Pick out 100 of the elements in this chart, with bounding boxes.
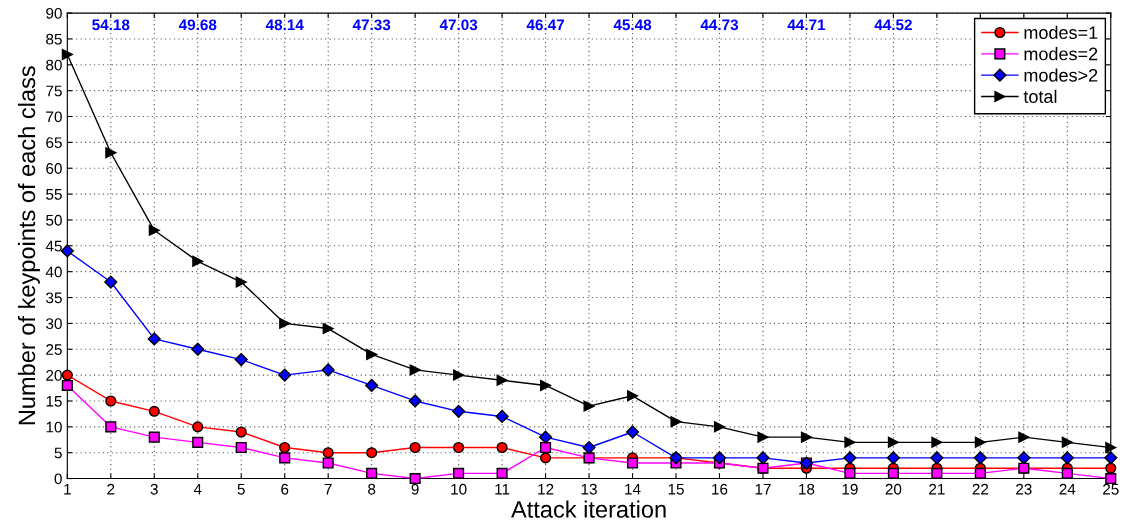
point: [61, 369, 73, 381]
point: [105, 395, 117, 407]
y-tick-label: 60: [46, 163, 62, 174]
point: [366, 348, 378, 360]
y-tick-label: 45: [45, 240, 62, 252]
point: [626, 457, 639, 469]
point: [496, 441, 508, 454]
point: [192, 255, 204, 267]
point: [626, 390, 639, 402]
y-axis-title: Number of keypoints of each class: [17, 66, 40, 425]
x-tick-label: 4: [193, 483, 202, 495]
x-tick-label: 22: [972, 483, 989, 495]
point: [625, 425, 640, 439]
x-tick-label: 1: [64, 483, 71, 495]
point: [1060, 451, 1074, 465]
point: [538, 430, 553, 444]
point: [887, 436, 899, 448]
point: [366, 447, 378, 459]
point: [886, 451, 900, 465]
x-tick-label: 18: [799, 483, 815, 495]
point: [366, 467, 378, 479]
point: [496, 467, 508, 479]
point: [234, 353, 248, 367]
legend-label: modes=1: [1024, 25, 1098, 39]
point: [582, 440, 596, 455]
x-tick-label: 7: [324, 483, 332, 495]
annotation: 44.71: [787, 19, 826, 31]
x-tick-label: 24: [1059, 483, 1076, 495]
legend-label: modes=2: [1024, 47, 1098, 61]
x-tick-label: 17: [755, 483, 771, 495]
point: [148, 431, 160, 443]
annotation: 44.52: [874, 19, 912, 31]
point: [148, 405, 160, 417]
point: [409, 472, 421, 485]
annotation: 44.73: [700, 19, 739, 31]
point: [408, 394, 422, 408]
legend-label: modes>2: [1024, 68, 1098, 82]
point: [844, 467, 856, 479]
point: [1018, 431, 1030, 443]
annotation: 46.47: [526, 19, 565, 31]
point: [583, 400, 595, 412]
y-tick-label: 70: [46, 111, 62, 123]
point: [322, 447, 334, 459]
point: [235, 276, 247, 288]
point: [365, 378, 379, 393]
point: [756, 451, 770, 465]
x-tick-label: 13: [581, 483, 597, 495]
point: [713, 421, 726, 433]
point: [279, 452, 291, 464]
y-tick-label: 5: [54, 447, 62, 459]
annotation: 47.03: [439, 19, 478, 31]
point: [1061, 467, 1073, 479]
x-tick-label: 14: [625, 483, 641, 495]
point: [192, 421, 204, 433]
x-tick-label: 12: [538, 483, 554, 495]
point: [844, 436, 856, 448]
point: [843, 451, 857, 465]
point: [192, 436, 204, 448]
legend-label: total: [1023, 89, 1057, 104]
point: [235, 426, 247, 438]
point: [61, 379, 73, 392]
x-tick-label: 8: [368, 483, 376, 495]
y-tick-label: 50: [46, 214, 62, 226]
point: [191, 342, 205, 356]
x-tick-label: 3: [150, 483, 158, 495]
point: [540, 379, 552, 392]
point: [279, 441, 291, 454]
x-tick-label: 11: [495, 483, 510, 495]
x-tick-label: 20: [885, 483, 902, 495]
y-tick-label: 85: [46, 33, 62, 45]
point: [321, 363, 335, 377]
y-tick-label: 0: [54, 473, 62, 485]
x-tick-label: 16: [712, 483, 728, 495]
point: [974, 467, 986, 479]
point: [712, 451, 727, 465]
x-tick-label: 19: [842, 483, 858, 495]
point: [974, 436, 986, 448]
point: [322, 323, 334, 335]
annotation: 45.48: [613, 19, 652, 31]
y-tick-label: 40: [45, 266, 62, 278]
point: [1061, 436, 1073, 448]
annotation: 54.18: [92, 19, 130, 31]
point: [105, 421, 117, 433]
point: [60, 244, 74, 258]
y-tick-label: 55: [46, 189, 62, 200]
y-tick-label: 35: [46, 292, 62, 304]
point: [148, 224, 160, 236]
point: [1017, 451, 1031, 465]
y-tick-label: 75: [46, 85, 62, 97]
point: [930, 451, 944, 465]
point: [1105, 472, 1117, 485]
x-tick-label: 5: [237, 483, 245, 495]
point: [453, 467, 465, 479]
point: [235, 441, 247, 454]
point: [322, 457, 334, 469]
point: [757, 431, 769, 443]
point: [931, 467, 943, 479]
y-tick-label: 65: [46, 137, 62, 149]
point: [496, 374, 508, 386]
point: [147, 332, 161, 346]
